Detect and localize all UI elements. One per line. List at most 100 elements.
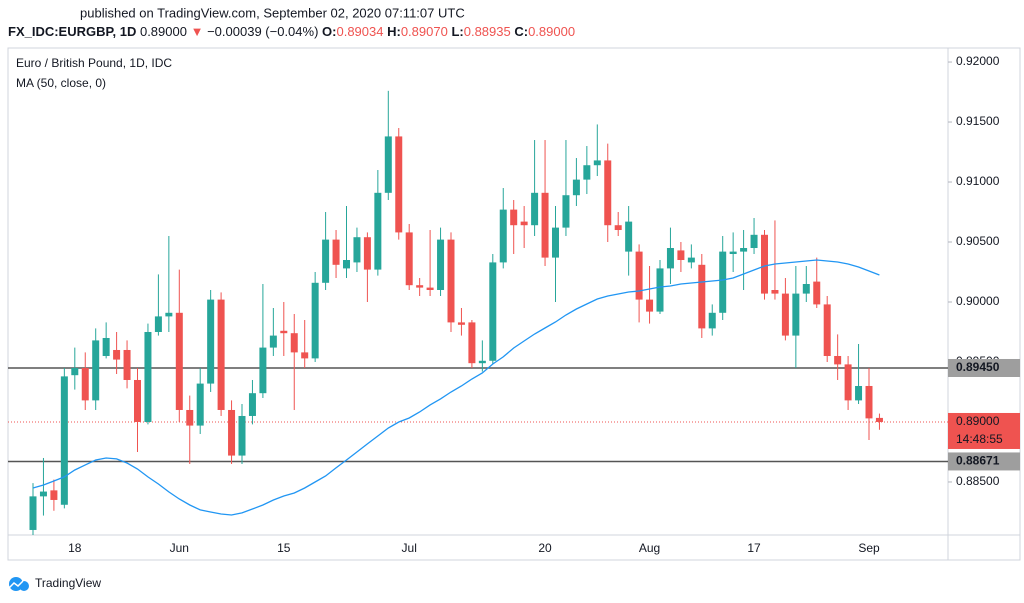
chart-title: Euro / British Pound, 1D, IDC <box>16 56 172 70</box>
candle-body <box>384 136 392 193</box>
y-tick-label: 0.91500 <box>956 114 1000 128</box>
candle-body <box>572 179 580 196</box>
candle-body <box>280 330 288 334</box>
candle-body <box>457 322 465 325</box>
chart-frame <box>7 47 1021 561</box>
candle-body <box>541 192 549 258</box>
candle-body <box>29 496 37 530</box>
hline-label: 0.88671 <box>956 454 1000 468</box>
candle-body <box>426 287 434 291</box>
ohlc-value: 0.89000 <box>528 24 575 39</box>
published-note: published on TradingView.com, September … <box>80 5 465 20</box>
candle-body <box>322 239 330 283</box>
candle-body <box>50 490 58 500</box>
candle-body <box>395 136 403 233</box>
change: −0.00039 (−0.04%) <box>207 24 318 39</box>
candle-body <box>92 340 100 401</box>
candle-body <box>113 349 121 360</box>
candle-body <box>447 239 455 323</box>
candle-body <box>875 417 883 422</box>
candle-body <box>781 293 789 336</box>
ohlc-label: O: <box>322 24 336 39</box>
candle-body <box>102 337 110 356</box>
candle-body <box>175 312 183 410</box>
candle-body <box>625 221 633 252</box>
candle-body <box>604 160 612 226</box>
candle-body <box>593 160 601 166</box>
candle-body <box>405 232 413 286</box>
candle-body <box>468 322 476 364</box>
hline-label-box <box>948 452 1020 471</box>
x-tick-label: 15 <box>277 541 291 555</box>
candle-body <box>123 349 131 380</box>
countdown-label: 14:48:55 <box>956 432 1003 446</box>
candle-body <box>562 195 570 228</box>
candle-body <box>217 299 225 410</box>
candle-body <box>186 409 194 426</box>
candle-body <box>687 257 695 263</box>
candle-body <box>520 221 528 226</box>
candle-body <box>771 290 779 294</box>
candle-body <box>154 316 162 332</box>
ohlc-label: H: <box>387 24 401 39</box>
symbol-line: FX_IDC:EURGBP, 1D 0.89000 ▼ −0.00039 (−0… <box>8 24 575 39</box>
symbol: FX_IDC:EURGBP, 1D <box>8 24 136 39</box>
candle-body <box>823 304 831 356</box>
change-arrow: ▼ <box>191 24 204 39</box>
candle-body <box>353 237 361 263</box>
hline-label-box <box>948 358 1020 377</box>
x-tick-label: Jul <box>402 541 417 555</box>
y-tick-label: 0.91000 <box>956 174 1000 188</box>
legend-ma: MA (50, close, 0) <box>16 76 106 90</box>
candle-body <box>311 282 319 359</box>
x-tick-label: 17 <box>747 541 761 555</box>
candle-body <box>165 312 173 317</box>
candle-body <box>719 251 727 313</box>
candle-body <box>499 209 507 263</box>
candle-body <box>60 376 68 505</box>
moving-average <box>32 259 880 516</box>
candle-body <box>677 250 685 261</box>
candle-body <box>374 192 382 270</box>
ohlc-value: 0.89070 <box>401 24 448 39</box>
candle-body <box>646 299 654 312</box>
x-tick-label: 18 <box>68 541 82 555</box>
candle-body <box>259 347 267 394</box>
candle-body <box>666 248 674 269</box>
candle-body <box>228 409 236 456</box>
y-tick-label: 0.88500 <box>956 474 1000 488</box>
candle-body <box>290 333 298 353</box>
x-tick-label: Sep <box>858 541 880 555</box>
candle-body <box>729 251 737 255</box>
brand: TradingView <box>35 576 101 590</box>
candle-body <box>750 234 758 249</box>
candle-body <box>416 285 424 288</box>
price-label-box <box>948 412 1020 449</box>
candle-body <box>761 234 768 294</box>
plot-area <box>8 90 948 535</box>
candle-body <box>740 248 748 252</box>
candle-body <box>437 239 445 291</box>
ohlc-label: C: <box>514 24 528 39</box>
candle-body <box>813 281 821 305</box>
x-tick-label: Jun <box>170 541 189 555</box>
y-tick-label: 0.90500 <box>956 234 1000 248</box>
candle-body <box>81 367 89 401</box>
candle-body <box>834 355 842 365</box>
candle-body <box>552 227 559 258</box>
candle-body <box>802 284 810 294</box>
candle-body <box>489 262 497 361</box>
candle-body <box>865 385 873 419</box>
candle-body <box>656 268 664 312</box>
candle-body <box>248 393 256 416</box>
candle-body <box>196 383 204 426</box>
candle-body <box>363 237 371 270</box>
candle-body <box>134 379 141 422</box>
candle-body <box>792 293 800 336</box>
hline-label: 0.89450 <box>956 360 1000 374</box>
candle-body <box>207 299 215 384</box>
candle-body <box>332 239 340 265</box>
candle-body <box>238 415 246 456</box>
candle-body <box>144 331 152 422</box>
